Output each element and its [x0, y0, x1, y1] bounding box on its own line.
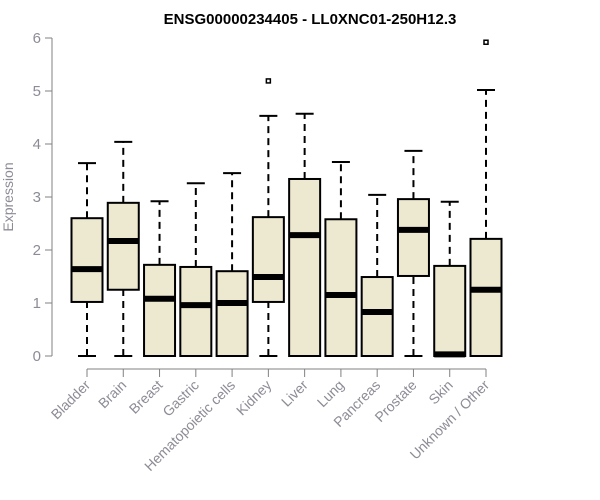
box-unknown-other — [469, 39, 503, 357]
x-tick-label: Brain — [95, 377, 129, 411]
box-breast — [143, 200, 177, 357]
x-tick-label: Bladder — [48, 377, 94, 423]
box-kidney — [251, 78, 285, 357]
box-brain — [106, 140, 140, 357]
y-tick-label: 3 — [33, 189, 41, 206]
box-iqr — [288, 177, 322, 357]
y-axis-label: Expression — [0, 162, 16, 231]
y-tick-label: 0 — [33, 348, 41, 365]
x-tick-label: Lung — [314, 377, 347, 410]
y-tick-label: 1 — [33, 295, 41, 312]
box-prostate — [396, 149, 430, 357]
box-iqr — [179, 265, 213, 357]
box-lung — [324, 161, 358, 357]
y-tick-label: 5 — [33, 83, 41, 100]
x-tick-label: Breast — [126, 377, 166, 417]
x-tick-label: Skin — [425, 377, 456, 408]
y-tick-label: 4 — [33, 136, 41, 153]
box-iqr — [70, 217, 104, 303]
box-skin — [433, 200, 467, 358]
box-iqr — [106, 201, 140, 291]
box-iqr — [469, 237, 503, 357]
box-iqr — [360, 276, 394, 357]
box-pancreas — [360, 193, 394, 357]
chart-title: ENSG00000234405 - LL0XNC01-250H12.3 — [164, 11, 457, 28]
outlier-point — [483, 39, 489, 45]
box-bladder — [70, 162, 104, 357]
x-tick-label: Kidney — [233, 377, 275, 419]
box-liver — [288, 112, 322, 357]
outlier-point — [265, 78, 272, 84]
box-iqr — [215, 270, 249, 358]
box-hematopoietic-cells — [215, 172, 249, 358]
boxes — [70, 39, 503, 358]
box-gastric — [179, 182, 213, 357]
x-tick-label: Liver — [278, 377, 311, 410]
y-tick-label: 2 — [33, 242, 41, 259]
box-iqr — [324, 218, 358, 357]
box-iqr — [433, 264, 467, 357]
box-iqr — [143, 263, 177, 357]
y-tick-label: 6 — [33, 30, 41, 47]
y-axis: 0 1 2 3 4 5 6 — [33, 30, 53, 365]
box-iqr — [251, 216, 285, 303]
box-iqr — [396, 198, 430, 277]
